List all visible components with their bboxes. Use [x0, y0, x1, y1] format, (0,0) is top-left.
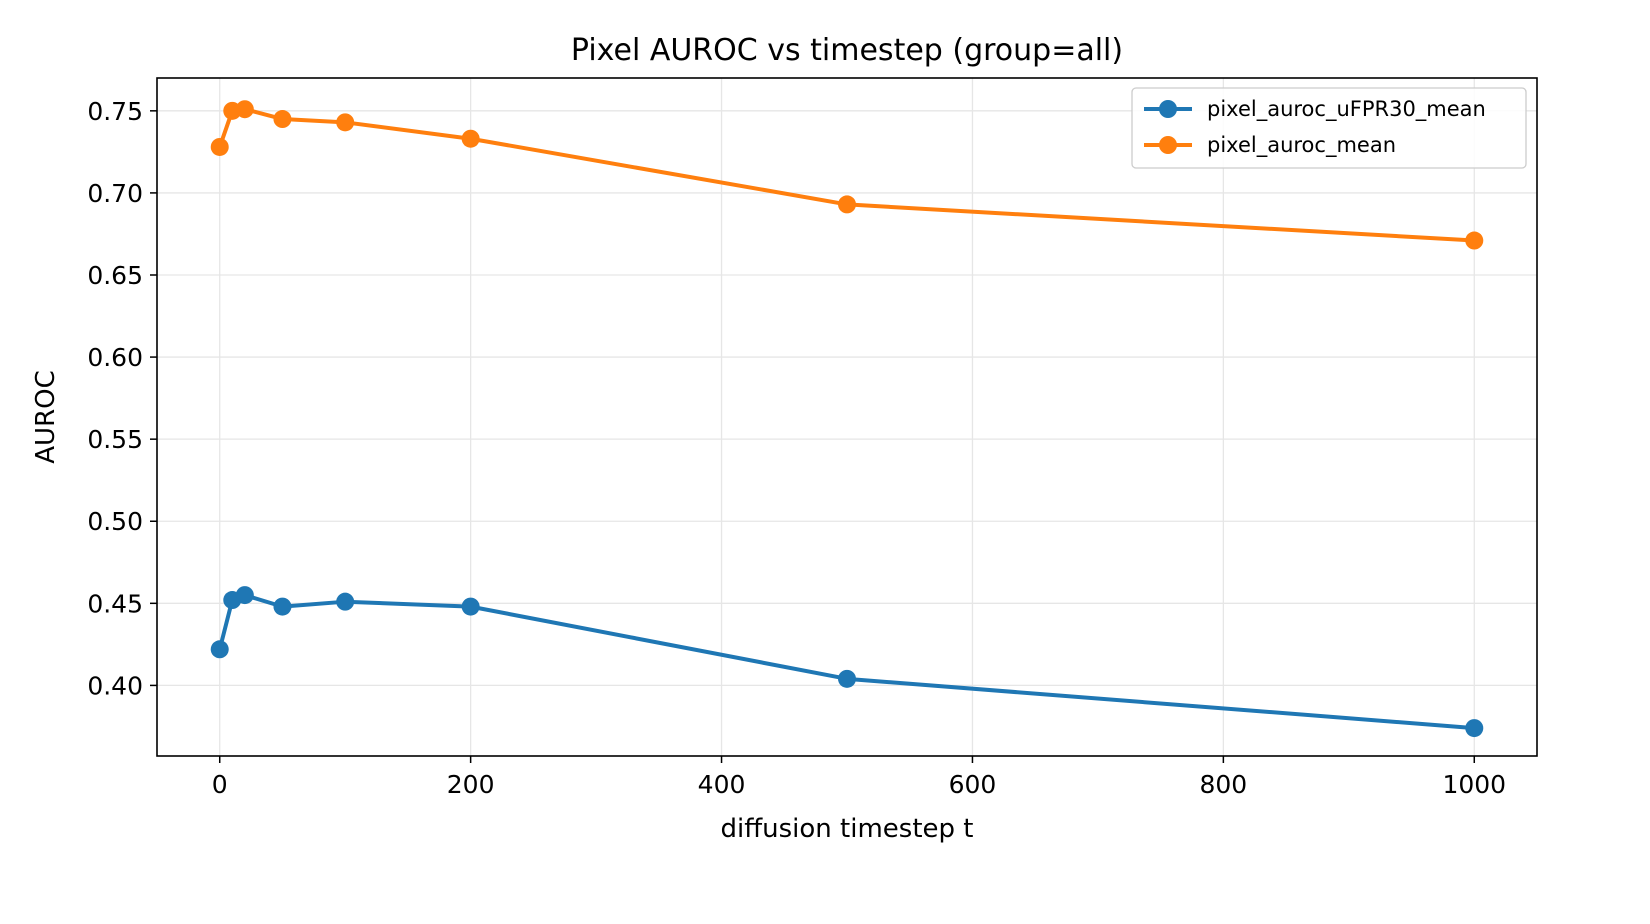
grid-lines [157, 78, 1537, 756]
data-point [273, 110, 292, 129]
data-point [838, 669, 856, 688]
legend-entry: pixel_auroc_uFPR30_mean [1144, 97, 1486, 122]
x-tick-label: 0 [212, 770, 228, 799]
legend: pixel_auroc_uFPR30_mean pixel_auroc_mean [1131, 87, 1527, 169]
x-tick-label: 800 [1200, 770, 1248, 799]
series-pixel_auroc_uFPR30_mean [210, 586, 1484, 738]
x-tick-label: 200 [447, 770, 495, 799]
data-point [336, 592, 355, 611]
legend-label: pixel_auroc_uFPR30_mean [1207, 97, 1486, 122]
x-tick-label: 1000 [1442, 770, 1506, 799]
y-tick-label: 0.45 [87, 589, 143, 618]
data-point [235, 586, 254, 605]
data-point [1465, 719, 1484, 738]
series-layer [210, 100, 1484, 738]
series-line-pixel_auroc_uFPR30_mean [217, 593, 1477, 731]
data-point [461, 129, 480, 148]
y-tick-label: 0.60 [87, 343, 143, 372]
y-tick-label: 0.70 [87, 179, 143, 208]
data-point [210, 137, 229, 156]
data-point [210, 640, 229, 659]
data-point [838, 195, 856, 214]
plot-frame [156, 77, 1538, 757]
chart-title: Pixel AUROC vs timestep (group=all) [571, 33, 1123, 68]
legend-entries: pixel_auroc_uFPR30_mean pixel_auroc_mean [1144, 97, 1486, 158]
axis-ticks: 0 200 400 600 800 1000 0.40 0.45 0.50 0.55 0.60 0.6… [87, 97, 1506, 799]
data-point [336, 113, 355, 132]
legend-marker [1159, 100, 1177, 118]
y-tick-label: 0.55 [87, 425, 143, 454]
data-point [235, 100, 254, 119]
y-tick-label: 0.50 [87, 507, 143, 536]
legend-marker [1159, 136, 1177, 154]
y-tick-label: 0.40 [87, 671, 143, 700]
data-point [1465, 231, 1484, 250]
y-tick-label: 0.65 [87, 261, 143, 290]
legend-box [1131, 87, 1527, 169]
legend-label: pixel_auroc_mean [1207, 133, 1396, 158]
legend-entry: pixel_auroc_mean [1144, 133, 1396, 158]
y-axis-label: AUROC [31, 370, 61, 464]
x-tick-label: 400 [698, 770, 746, 799]
data-point [273, 597, 292, 616]
x-tick-label: 600 [949, 770, 997, 799]
data-point [461, 597, 480, 616]
series-pixel_auroc_mean [210, 100, 1484, 250]
y-tick-label: 0.75 [87, 97, 143, 126]
x-axis-label: diffusion timestep t [721, 814, 974, 844]
